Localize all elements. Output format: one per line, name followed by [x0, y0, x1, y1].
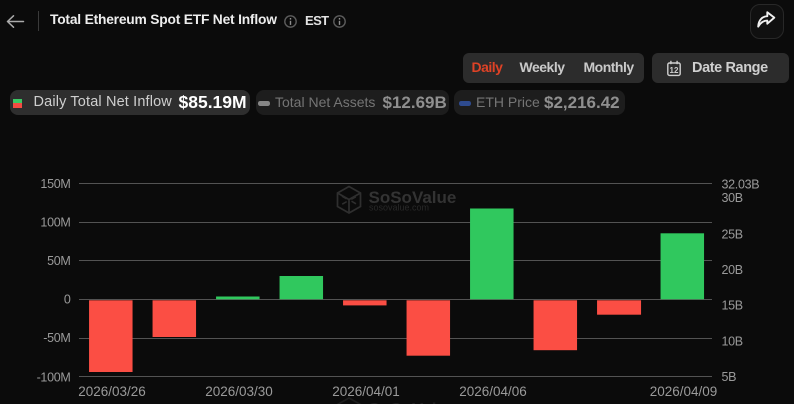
svg-text:2026/03/26: 2026/03/26 [78, 384, 146, 399]
svg-text:10B: 10B [722, 335, 743, 349]
svg-text:2026/04/06: 2026/04/06 [459, 384, 527, 399]
svg-text:150M: 150M [40, 177, 70, 191]
svg-text:32.03B: 32.03B [722, 178, 760, 192]
svg-text:5B: 5B [722, 370, 737, 384]
svg-text:0: 0 [64, 293, 71, 307]
svg-text:2026/04/01: 2026/04/01 [332, 384, 400, 399]
svg-text:30B: 30B [722, 191, 743, 205]
svg-text:50M: 50M [47, 254, 70, 268]
svg-text:12: 12 [669, 66, 678, 75]
svg-text:SoSoValue: SoSoValue [369, 400, 457, 404]
svg-text:15B: 15B [722, 299, 743, 313]
svg-text:2026/04/09: 2026/04/09 [650, 384, 718, 399]
svg-text:20B: 20B [722, 263, 743, 277]
svg-text:100M: 100M [40, 216, 70, 230]
svg-text:-100M: -100M [37, 371, 71, 385]
svg-text:25B: 25B [722, 228, 743, 242]
svg-text:SoSoValue: SoSoValue [369, 188, 457, 207]
svg-text:2026/03/30: 2026/03/30 [205, 384, 273, 399]
svg-text:sosovalue.com: sosovalue.com [369, 203, 429, 213]
svg-text:-50M: -50M [43, 331, 70, 345]
